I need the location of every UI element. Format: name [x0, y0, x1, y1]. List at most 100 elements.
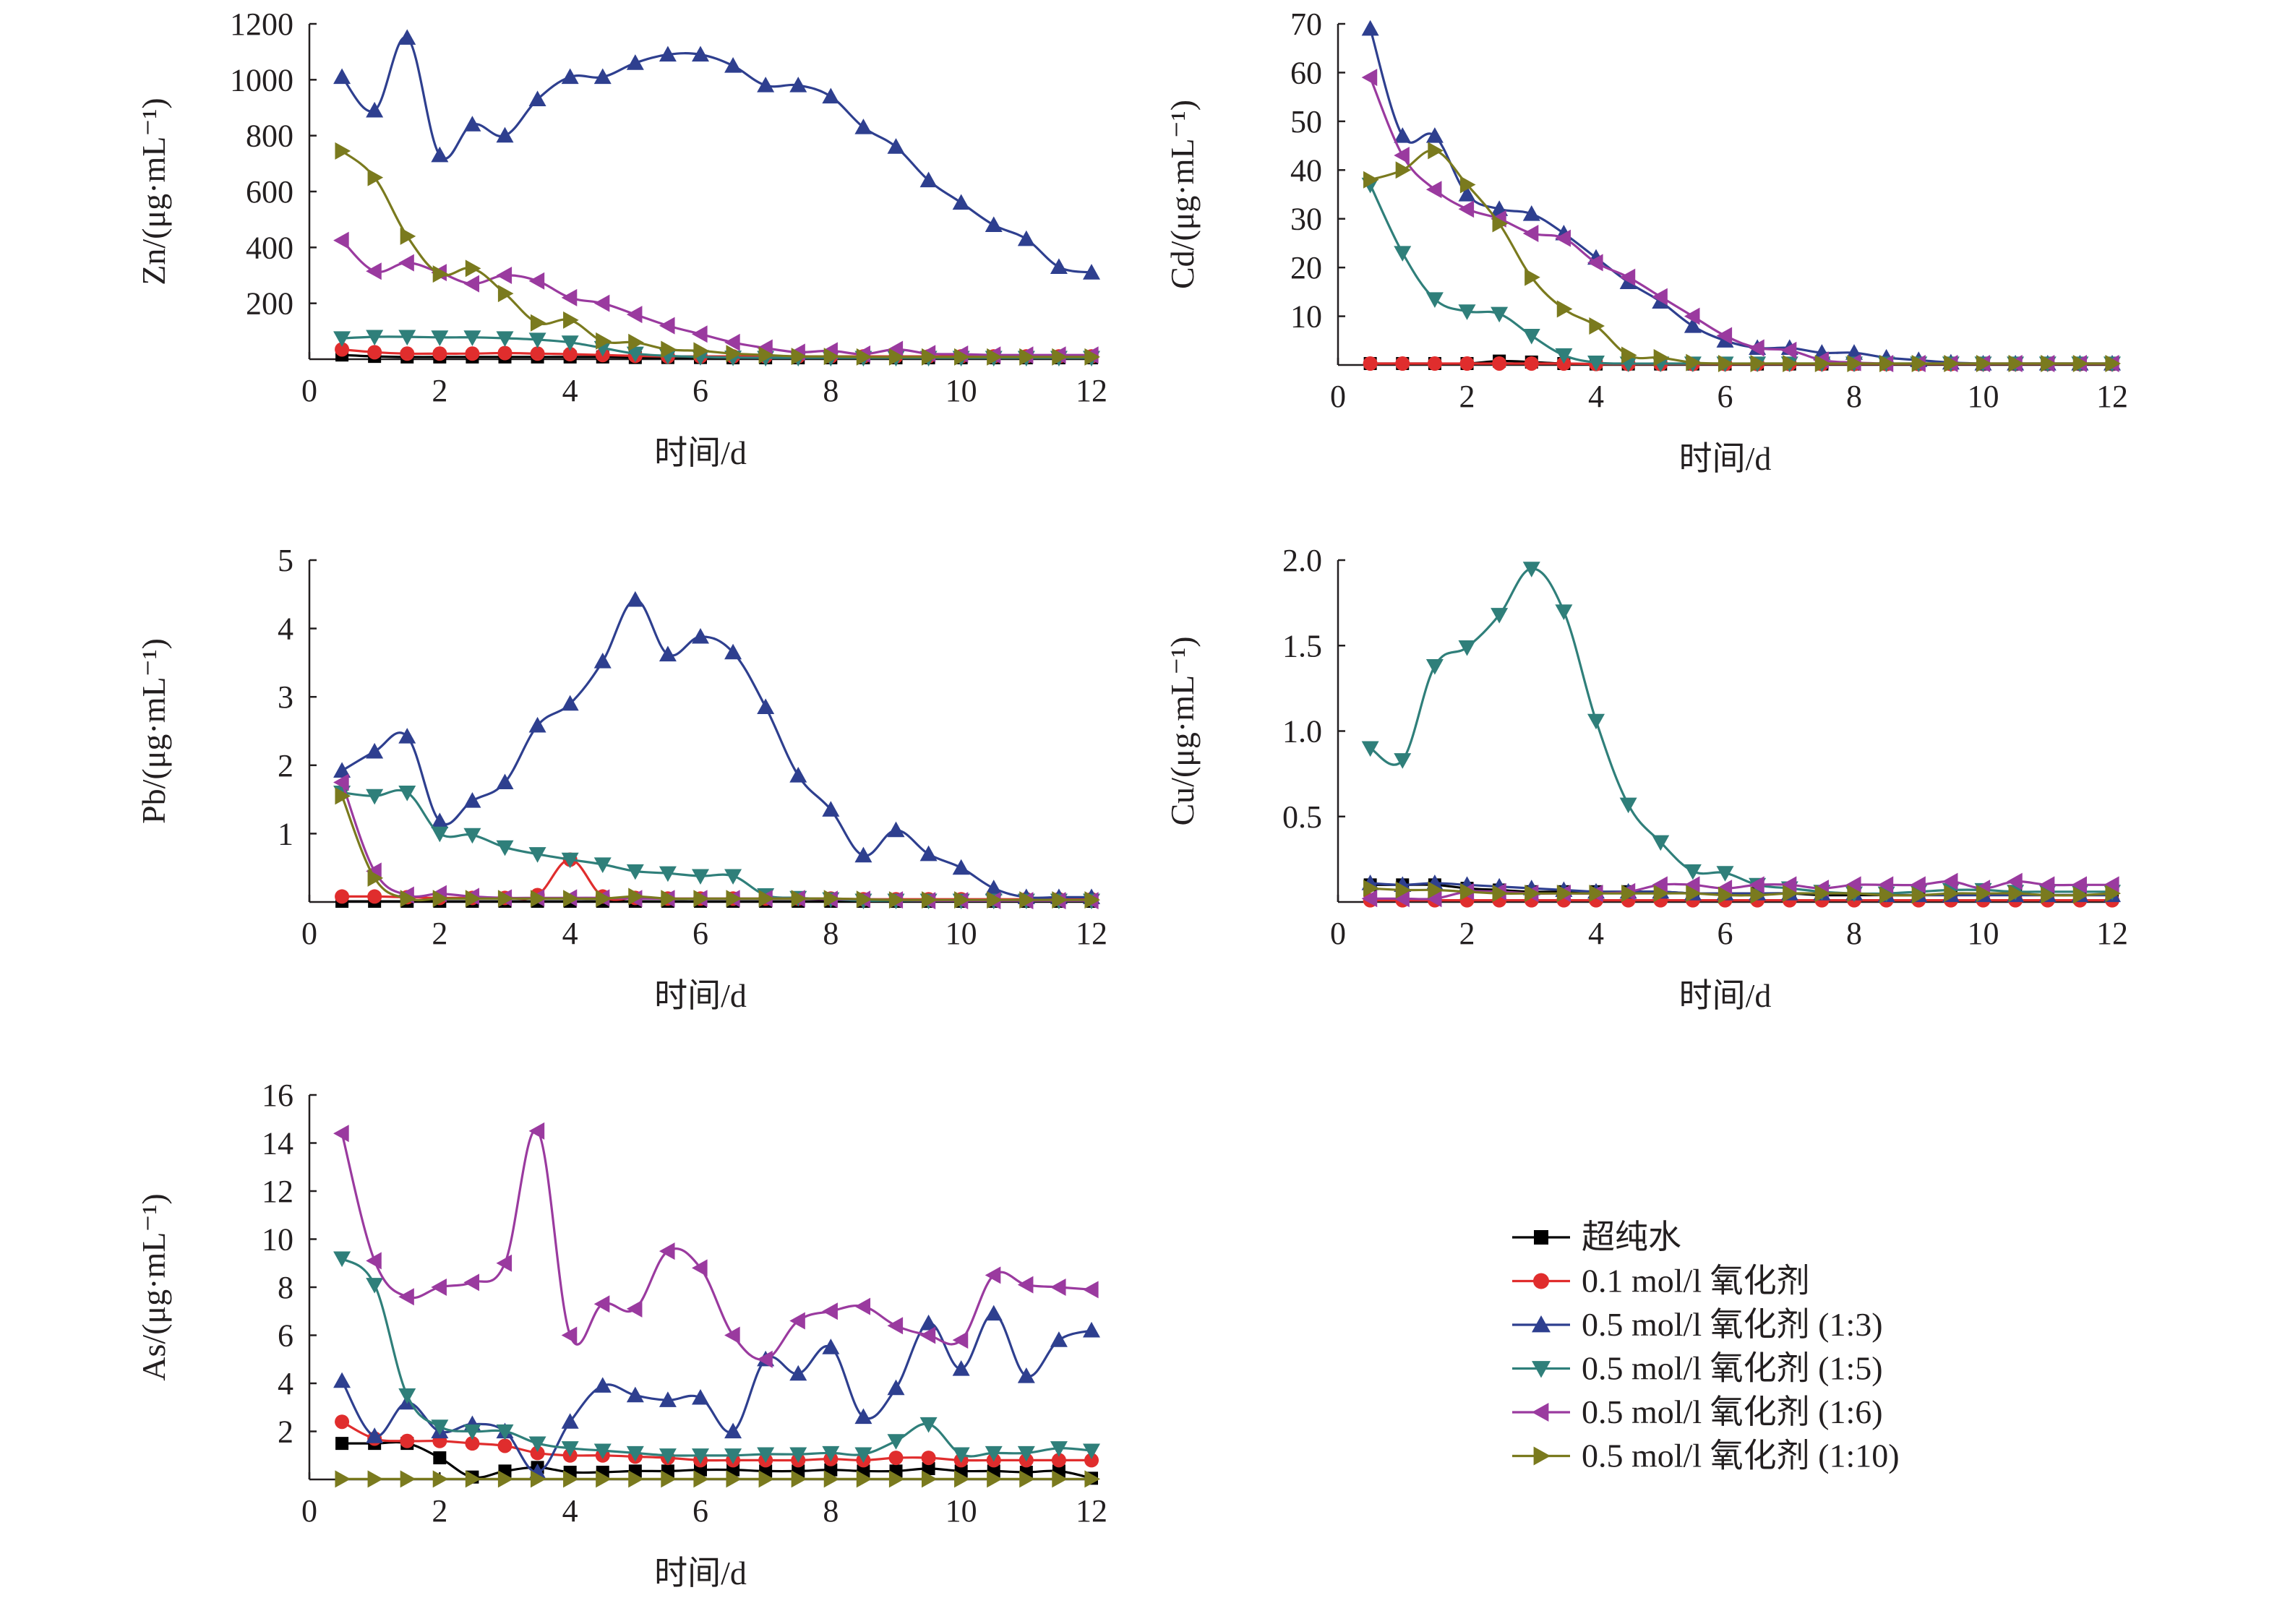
data-point: [1686, 885, 1702, 903]
data-point: [496, 773, 514, 790]
data-point: [431, 330, 449, 346]
y-tick-label: 50: [1290, 104, 1322, 139]
data-point: [822, 801, 840, 817]
data-point: [333, 231, 349, 249]
data-point: [1459, 882, 1476, 901]
data-point: [400, 227, 416, 245]
data-point: [1017, 1445, 1035, 1462]
data-point: [757, 1350, 773, 1368]
y-tick-label: 1: [278, 816, 293, 851]
data-point: [2105, 885, 2121, 903]
data-point: [1363, 171, 1379, 189]
data-point: [1361, 69, 1378, 87]
x-tick-label: 8: [1846, 379, 1862, 414]
data-point: [952, 1360, 970, 1376]
data-point: [596, 1470, 612, 1488]
legend-label: 0.5 mol/l 氧化剂 (1:3): [1582, 1306, 1883, 1343]
y-tick-label: 0.5: [1282, 799, 1322, 835]
data-point: [626, 346, 644, 363]
data-point: [693, 1470, 709, 1488]
data-point: [628, 333, 644, 351]
data-point: [856, 890, 872, 908]
data-point: [1019, 348, 1035, 366]
series-as-5: [335, 1470, 1100, 1488]
data-point: [563, 311, 579, 329]
data-point: [465, 259, 481, 278]
y-tick-label: 8: [278, 1270, 293, 1305]
y-tick-label: 40: [1290, 152, 1322, 188]
data-point: [1587, 356, 1605, 371]
x-tick-label: 0: [301, 373, 317, 408]
data-point: [822, 1302, 838, 1320]
data-point: [921, 1470, 938, 1488]
data-point: [1976, 885, 1992, 903]
data-point: [628, 1470, 644, 1488]
data-point: [398, 29, 416, 45]
series-line: [340, 36, 1093, 274]
data-point: [887, 1317, 904, 1335]
data-point: [1783, 354, 1798, 372]
chart-panel-zn: 0 2 4 6 8 10 12 200 400 600 800 1000 1200 时间/d Zn/(μg·…: [135, 7, 1107, 471]
series-zn-2: [333, 29, 1100, 280]
x-axis-title: 时间/d: [1679, 977, 1772, 1014]
data-point: [758, 1470, 775, 1488]
data-point: [1084, 1453, 1099, 1468]
data-point: [1944, 354, 1960, 372]
data-point: [987, 348, 1003, 366]
data-point: [1361, 20, 1379, 36]
data-point: [496, 126, 514, 143]
data-point: [465, 1436, 480, 1451]
data-point: [757, 698, 775, 714]
data-point: [497, 890, 514, 908]
data-point: [1491, 608, 1509, 624]
data-point: [693, 890, 709, 908]
data-point: [2072, 886, 2089, 904]
series-zn-5: [335, 142, 1100, 366]
data-point: [400, 1433, 415, 1448]
legend-item: 0.5 mol/l 氧化剂 (1:10): [1512, 1438, 1900, 1474]
legend-label: 0.5 mol/l 氧化剂 (1:6): [1582, 1393, 1883, 1430]
data-point: [2008, 354, 2025, 372]
data-point: [1587, 713, 1605, 730]
data-point: [1491, 306, 1509, 323]
data-point: [659, 1242, 675, 1260]
y-tick-label: 5: [278, 543, 293, 578]
data-point: [1783, 885, 1798, 903]
data-point: [1749, 339, 1764, 357]
data-point: [1459, 356, 1475, 371]
y-axis-title: As/(μg·mL⁻¹): [135, 1193, 172, 1380]
data-point: [530, 1445, 545, 1461]
x-axis-title: 时间/d: [654, 977, 747, 1014]
data-point: [887, 1379, 905, 1396]
x-tick-label: 2: [432, 373, 447, 408]
data-point: [398, 1288, 414, 1306]
legend-item: 超纯水: [1512, 1219, 1681, 1255]
data-point: [563, 1470, 579, 1488]
data-point: [985, 1305, 1003, 1321]
chart-panel-cd: 0 2 4 6 8 10 12 10 20 30 40 50 60 70 时间/d Cd/(μg·mL⁻¹): [1164, 7, 2128, 477]
data-point: [823, 348, 840, 366]
data-point: [791, 348, 807, 366]
data-point: [465, 346, 480, 361]
legend-item: 0.5 mol/l 氧化剂 (1:5): [1512, 1350, 1883, 1387]
data-point: [2041, 354, 2057, 372]
data-point: [1879, 354, 1895, 372]
data-point: [724, 1448, 742, 1464]
y-tick-label: 16: [262, 1078, 293, 1113]
y-axis-title: Cu/(μg·mL⁻¹): [1164, 636, 1201, 825]
data-point: [661, 1470, 677, 1488]
series-line: [340, 794, 1093, 902]
legend-marker: [1532, 1361, 1551, 1378]
data-point: [888, 891, 905, 909]
data-point: [1428, 142, 1444, 160]
y-tick-label: 6: [278, 1318, 293, 1354]
x-tick-label: 6: [692, 373, 708, 408]
data-point: [593, 68, 612, 85]
legend-label: 0.5 mol/l 氧化剂 (1:5): [1582, 1350, 1883, 1387]
data-point: [757, 77, 775, 93]
data-point: [1363, 356, 1378, 371]
series-pb-5: [335, 787, 1100, 909]
data-point: [1052, 348, 1068, 366]
data-point: [1522, 328, 1540, 345]
